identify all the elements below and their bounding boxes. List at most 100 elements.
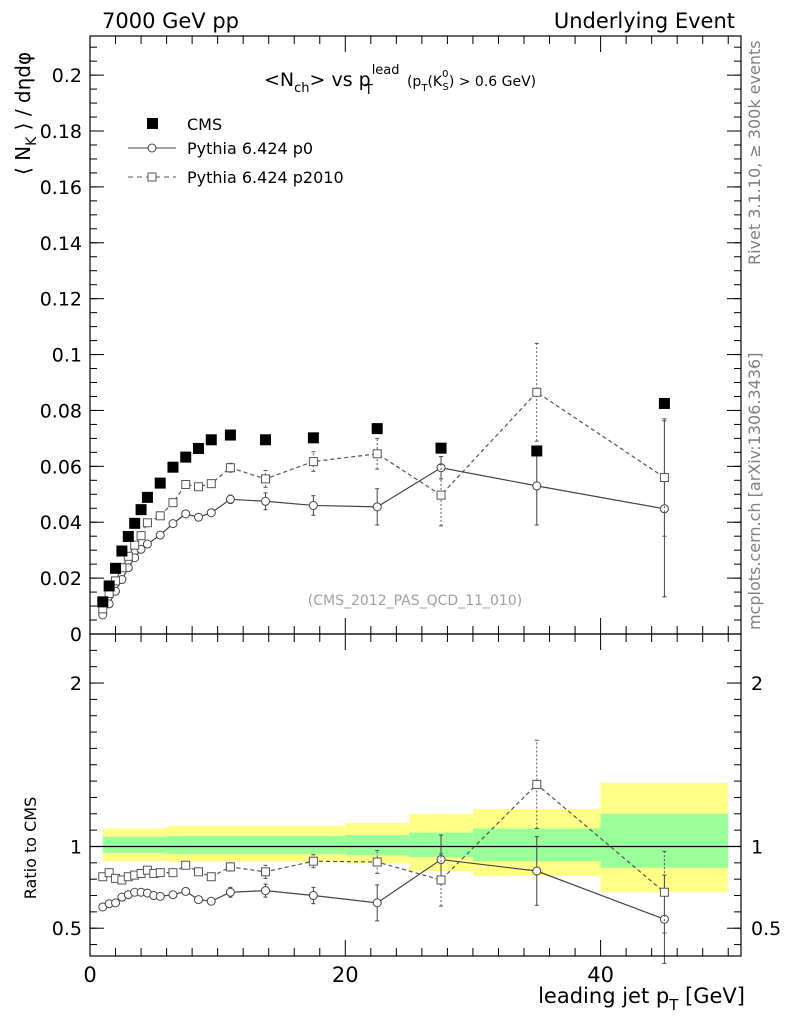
ratio-p2010-point bbox=[155, 868, 165, 878]
p0-point bbox=[142, 539, 152, 549]
cms-point bbox=[205, 434, 217, 446]
p2010-point bbox=[372, 449, 382, 459]
main-panel-axes: 0 0.02 0.04 0.06 0.08 0.1 0.12 0.14 0.16 0.18 0.2 bbox=[40, 36, 741, 646]
ratio-p2010-point bbox=[194, 867, 203, 877]
legend-label-p2010: Pythia 6.424 p2010 bbox=[187, 168, 344, 187]
y-tick-label: 0.04 bbox=[40, 512, 82, 534]
y-tick-label: 0.08 bbox=[40, 400, 82, 422]
x-axis-label: leading jet pT [GeV] bbox=[538, 984, 745, 1014]
cms-point bbox=[167, 461, 179, 473]
ratio-p2010-point bbox=[532, 779, 542, 789]
legend-label-cms: CMS bbox=[187, 115, 222, 134]
legend-label-p0: Pythia 6.424 p0 bbox=[187, 139, 313, 158]
y-tick-label: 0 bbox=[70, 624, 82, 646]
cms-point bbox=[224, 429, 236, 441]
cms-point bbox=[97, 596, 109, 608]
legend: CMS Pythia 6.424 p0 Pythia 6.424 p2010 bbox=[128, 115, 344, 187]
x-tick-label: 40 bbox=[587, 963, 614, 987]
p2010-point bbox=[142, 518, 152, 528]
analysis-label: (CMS_2012_PAS_QCD_11_010) bbox=[308, 593, 522, 609]
header-left: 7000 GeV pp bbox=[102, 9, 239, 33]
p2010-point bbox=[130, 540, 140, 550]
y-tick-label-right: 0.5 bbox=[751, 918, 781, 940]
y-tick-label: 0.02 bbox=[40, 568, 82, 590]
cms-point bbox=[103, 580, 115, 592]
ratio-p0-point bbox=[206, 896, 216, 906]
ratio-p2010-point bbox=[372, 857, 382, 867]
ratio-panel-axes: 0.5 0.51 12 20 20 40 bbox=[52, 634, 781, 987]
ratio-p0-point bbox=[372, 898, 382, 908]
p2010-point bbox=[155, 511, 165, 521]
p2010-point bbox=[194, 482, 203, 492]
legend-marker-cms bbox=[147, 118, 158, 129]
p2010-point bbox=[206, 479, 216, 489]
p0-point bbox=[308, 500, 318, 510]
p0-point bbox=[659, 504, 669, 514]
ratio-panel-series bbox=[98, 739, 669, 964]
p0-point bbox=[194, 512, 203, 522]
p0-point bbox=[532, 481, 542, 491]
y-tick-label-right: 2 bbox=[751, 673, 763, 695]
cms-point bbox=[260, 434, 272, 446]
legend-marker-p0 bbox=[147, 143, 157, 153]
ratio-p0-point bbox=[194, 895, 203, 905]
y-tick-label: 0.5 bbox=[52, 918, 82, 940]
y-tick-label: 0.18 bbox=[40, 121, 82, 143]
y-tick-label: 0.12 bbox=[40, 289, 82, 311]
p2010-point bbox=[168, 498, 178, 508]
p2010-point bbox=[136, 531, 146, 541]
ratio-p0-point bbox=[532, 866, 542, 876]
band-inner-5 bbox=[600, 813, 729, 868]
p2010-point bbox=[181, 480, 191, 489]
y-tick-label: 0.1 bbox=[52, 345, 82, 367]
band-inner-0 bbox=[102, 836, 167, 854]
x-tick-label: 20 bbox=[332, 963, 359, 987]
p0-point bbox=[168, 519, 178, 529]
ratio-p0-point bbox=[261, 886, 271, 896]
y-tick-label: 0.14 bbox=[40, 233, 82, 255]
y-tick-label: 1 bbox=[70, 836, 82, 858]
main-y-label: ⟨ NK ⟩ / dηdφ bbox=[11, 52, 40, 175]
p2010-line bbox=[102, 391, 665, 610]
x-tick-label: 0 bbox=[83, 963, 96, 987]
ratio-p2010-point bbox=[308, 856, 318, 866]
ratio-p2010-point bbox=[261, 867, 271, 877]
p0-point bbox=[181, 509, 191, 519]
ratio-p0-point bbox=[308, 891, 318, 901]
rivet-version-label: Rivet 3.1.10, ≥ 300k events bbox=[745, 40, 764, 265]
ratio-p2010-point bbox=[206, 872, 216, 882]
cms-point bbox=[658, 397, 670, 409]
y-tick-label-right: 1 bbox=[751, 836, 763, 858]
header-right: Underlying Event bbox=[554, 9, 735, 33]
band-inner-2 bbox=[345, 835, 410, 856]
p2010-point bbox=[532, 387, 542, 397]
ratio-p2010-point bbox=[181, 860, 191, 870]
p2010-point bbox=[659, 473, 669, 483]
ratio-p0-point bbox=[111, 898, 121, 908]
ratio-p2010-line bbox=[102, 783, 665, 893]
band-inner-1 bbox=[166, 835, 346, 854]
cms-point bbox=[129, 517, 141, 529]
main-panel-series bbox=[97, 342, 670, 620]
cms-point bbox=[135, 504, 147, 516]
cms-point bbox=[116, 545, 128, 557]
p2010-point bbox=[225, 463, 235, 473]
p2010-point bbox=[308, 457, 318, 467]
p0-point bbox=[372, 502, 382, 512]
y-tick-label: 2 bbox=[70, 673, 82, 695]
ratio-p0-point bbox=[225, 887, 235, 897]
ratio-p0-point bbox=[436, 855, 446, 865]
p0-point bbox=[155, 530, 165, 540]
cms-point bbox=[110, 562, 122, 574]
cms-point bbox=[122, 530, 134, 542]
ratio-p0-point bbox=[168, 890, 178, 900]
cms-point bbox=[531, 445, 543, 457]
y-tick-label: 0.2 bbox=[52, 65, 82, 87]
cms-point bbox=[193, 442, 204, 454]
ratio-p0-point bbox=[155, 891, 165, 901]
cms-point bbox=[307, 432, 319, 444]
main-title: <Nch> vs pTlead (pT(K0 S) > 0.6 GeV) bbox=[264, 63, 536, 98]
y-tick-label: 0.06 bbox=[40, 456, 82, 478]
ratio-p0-point bbox=[181, 886, 191, 896]
